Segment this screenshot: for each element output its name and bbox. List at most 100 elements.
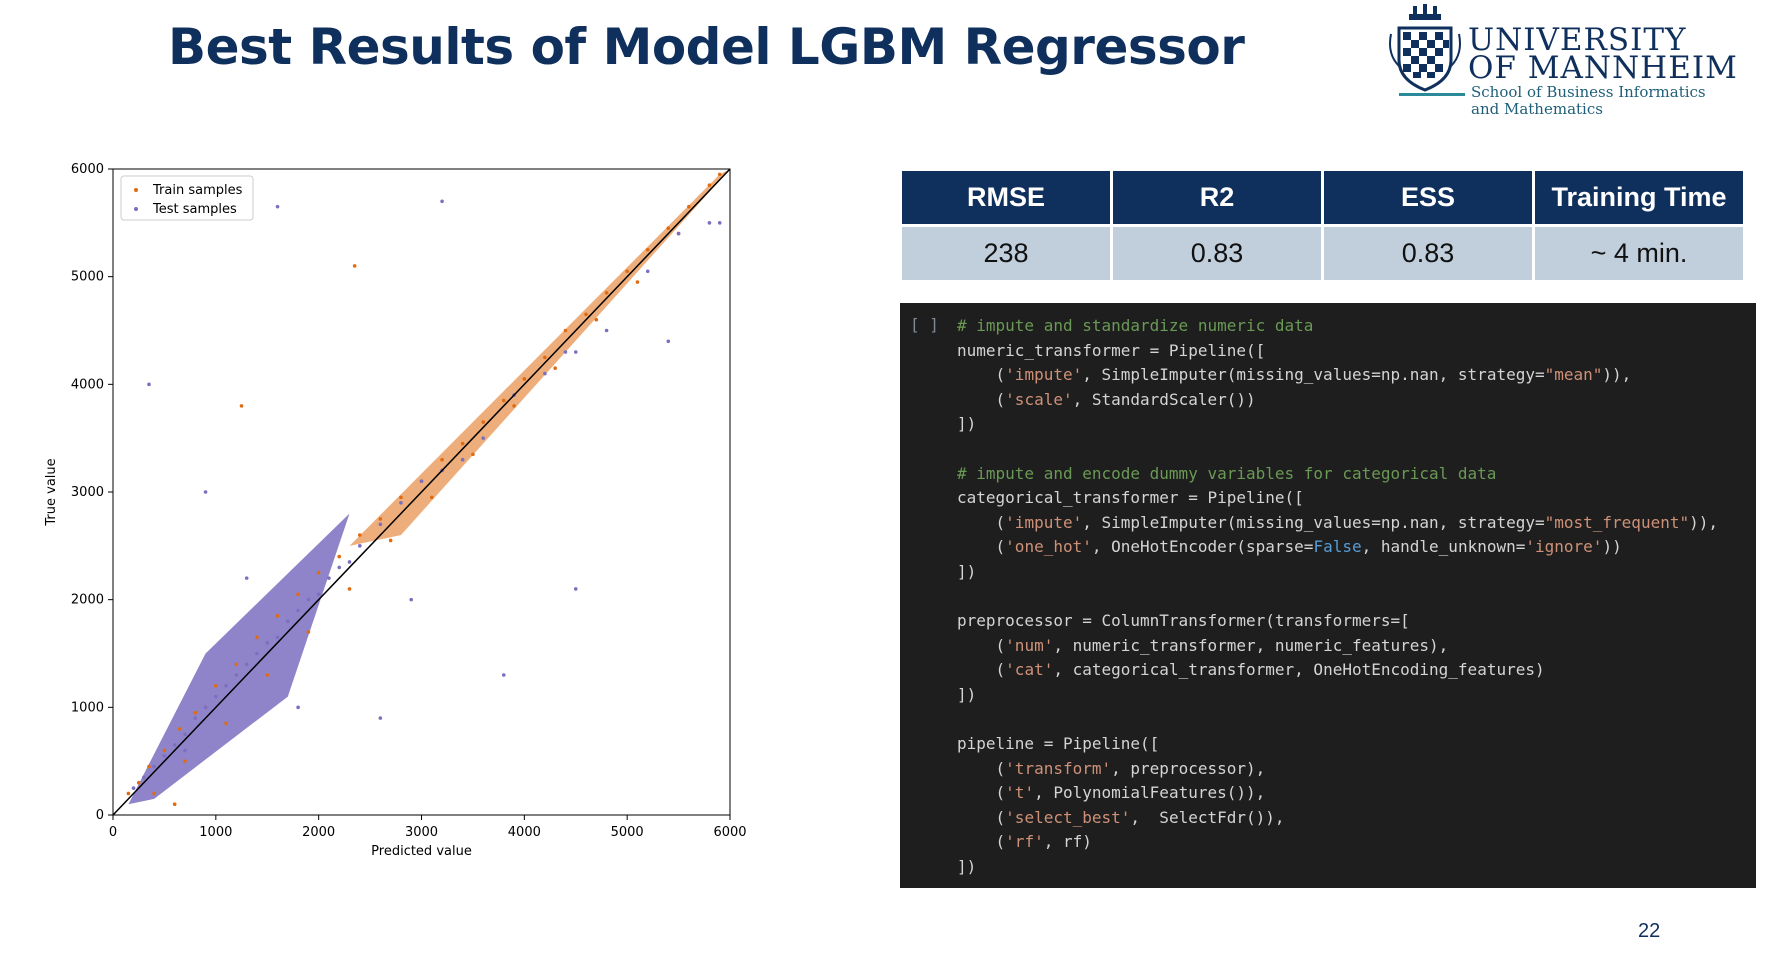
test-sample-point: [378, 522, 383, 527]
logo-divider: [1399, 93, 1465, 96]
code-line: # impute and encode dummy variables for …: [957, 462, 1756, 487]
train-sample-point: [666, 226, 671, 231]
code-line: ('one_hot', OneHotEncoder(sparse=False, …: [957, 535, 1756, 560]
code-token: 'ignore': [1525, 537, 1603, 557]
run-cell-button[interactable]: [ ]: [910, 315, 939, 334]
test-sample-point: [152, 764, 156, 769]
train-sample-point: [512, 404, 516, 408]
code-token: , OneHotEncoder(sparse=: [1091, 537, 1314, 557]
train-sample-point: [645, 247, 650, 252]
test-sample-point: [193, 716, 198, 720]
y-tick-label: 0: [96, 808, 104, 823]
train-sample-point: [275, 614, 280, 618]
code-token: , SimpleImputer(missing_values=np.nan, s…: [1082, 512, 1545, 532]
train-sample-point: [214, 684, 218, 688]
test-sample-point: [296, 705, 300, 710]
y-tick-label: 1000: [71, 700, 104, 715]
code-token: , PolynomialFeatures()),: [1034, 783, 1266, 803]
code-token: "most_frequent": [1544, 512, 1690, 532]
train-sample-point: [183, 759, 187, 763]
train-sample-point: [126, 791, 131, 796]
logo-mannheim-text: OF MANNHEIM: [1468, 50, 1738, 86]
test-sample-point: [501, 673, 506, 677]
code-token: (: [957, 832, 1006, 852]
test-sample-point: [224, 684, 228, 688]
metrics-value-ess: 0.83: [1324, 227, 1532, 280]
code-line: [957, 708, 1756, 733]
code-token: , StandardScaler()): [1072, 389, 1256, 409]
x-tick-label: 5000: [611, 825, 644, 840]
train-sample-point: [604, 291, 609, 295]
test-sample-point: [440, 199, 444, 204]
code-token: 'impute': [1005, 365, 1083, 385]
code-token: 'one_hot': [1005, 537, 1092, 557]
code-line: ]): [957, 560, 1756, 585]
code-line: ('transform', preprocessor),: [957, 757, 1756, 782]
train-sample-point: [717, 172, 722, 177]
code-token: 'num': [1005, 635, 1054, 655]
code-line: ('t', PolynomialFeatures()),: [957, 781, 1756, 806]
code-line: preprocessor = ColumnTransformer(transfo…: [957, 609, 1756, 634]
code-token: (: [957, 389, 1006, 409]
test-sample-point: [265, 640, 270, 645]
train-sample-point: [193, 710, 198, 715]
y-tick-label: 3000: [71, 485, 104, 500]
train-sample-point: [239, 404, 244, 408]
train-sample-point: [471, 452, 475, 457]
code-token: categorical_transformer = Pipeline([: [957, 488, 1304, 508]
test-sample-point: [378, 716, 383, 720]
test-sample-point: [162, 753, 167, 758]
train-sample-point: [553, 366, 557, 370]
test-sample-point: [666, 339, 671, 344]
train-sample-point: [172, 802, 177, 807]
test-sample-point: [327, 576, 331, 580]
train-sample-point: [358, 533, 362, 537]
train-sample-point: [687, 204, 691, 209]
y-tick-label: 6000: [71, 162, 104, 177]
test-density-band: [128, 513, 350, 805]
test-sample-point: [234, 673, 239, 677]
metrics-value-row: 238 0.83 0.83 ~ 4 min.: [902, 227, 1743, 280]
code-token: pipeline = Pipeline([: [957, 734, 1160, 754]
chart-legend: [120, 175, 254, 221]
train-sample-point: [399, 495, 403, 500]
x-tick-label: 0: [109, 825, 117, 840]
test-sample-point: [717, 221, 722, 225]
code-token: 'impute': [1005, 512, 1083, 532]
code-token: )): [1602, 537, 1622, 557]
metrics-header-ess: ESS: [1324, 171, 1532, 224]
train-sample-point: [162, 748, 167, 753]
train-sample-point: [481, 420, 486, 424]
train-sample-point: [152, 791, 156, 796]
legend-marker: [134, 207, 138, 211]
test-sample-point: [419, 479, 424, 484]
test-sample-point: [275, 635, 280, 640]
x-tick-label: 1000: [199, 825, 232, 840]
code-cell[interactable]: [ ] # impute and standardize numeric dat…: [900, 303, 1756, 888]
metrics-table: RMSE R2 ESS Training Time 238 0.83 0.83 …: [899, 168, 1746, 283]
train-density-band: [349, 169, 730, 546]
metrics-header-rmse: RMSE: [902, 171, 1110, 224]
code-token: )),: [1602, 365, 1632, 385]
test-sample-point: [286, 619, 290, 623]
code-token: 'transform': [1005, 758, 1112, 778]
page-number: 22: [1638, 920, 1661, 942]
code-line: [957, 437, 1756, 462]
metrics-value-training-time: ~ 4 min.: [1535, 227, 1743, 280]
y-tick-label: 4000: [71, 377, 104, 392]
code-token: (: [957, 635, 1006, 655]
code-token: , preprocessor),: [1111, 758, 1266, 778]
code-token: ]): [957, 561, 977, 581]
code-editor[interactable]: # impute and standardize numeric data num…: [957, 314, 1756, 880]
reference-line: [112, 168, 731, 816]
code-token: , SelectFdr()),: [1130, 807, 1285, 827]
code-token: , numeric_transformer, numeric_features)…: [1053, 635, 1449, 655]
metrics-header-r2: R2: [1113, 171, 1321, 224]
code-token: 'scale': [1005, 389, 1073, 409]
test-sample-point: [676, 231, 681, 236]
code-token: # impute and encode dummy variables for …: [957, 463, 1497, 483]
x-tick-label: 6000: [713, 825, 746, 840]
test-sample-point: [306, 597, 311, 602]
logo-university-text: UNIVERSITY: [1468, 22, 1687, 58]
test-sample-point: [214, 694, 218, 699]
